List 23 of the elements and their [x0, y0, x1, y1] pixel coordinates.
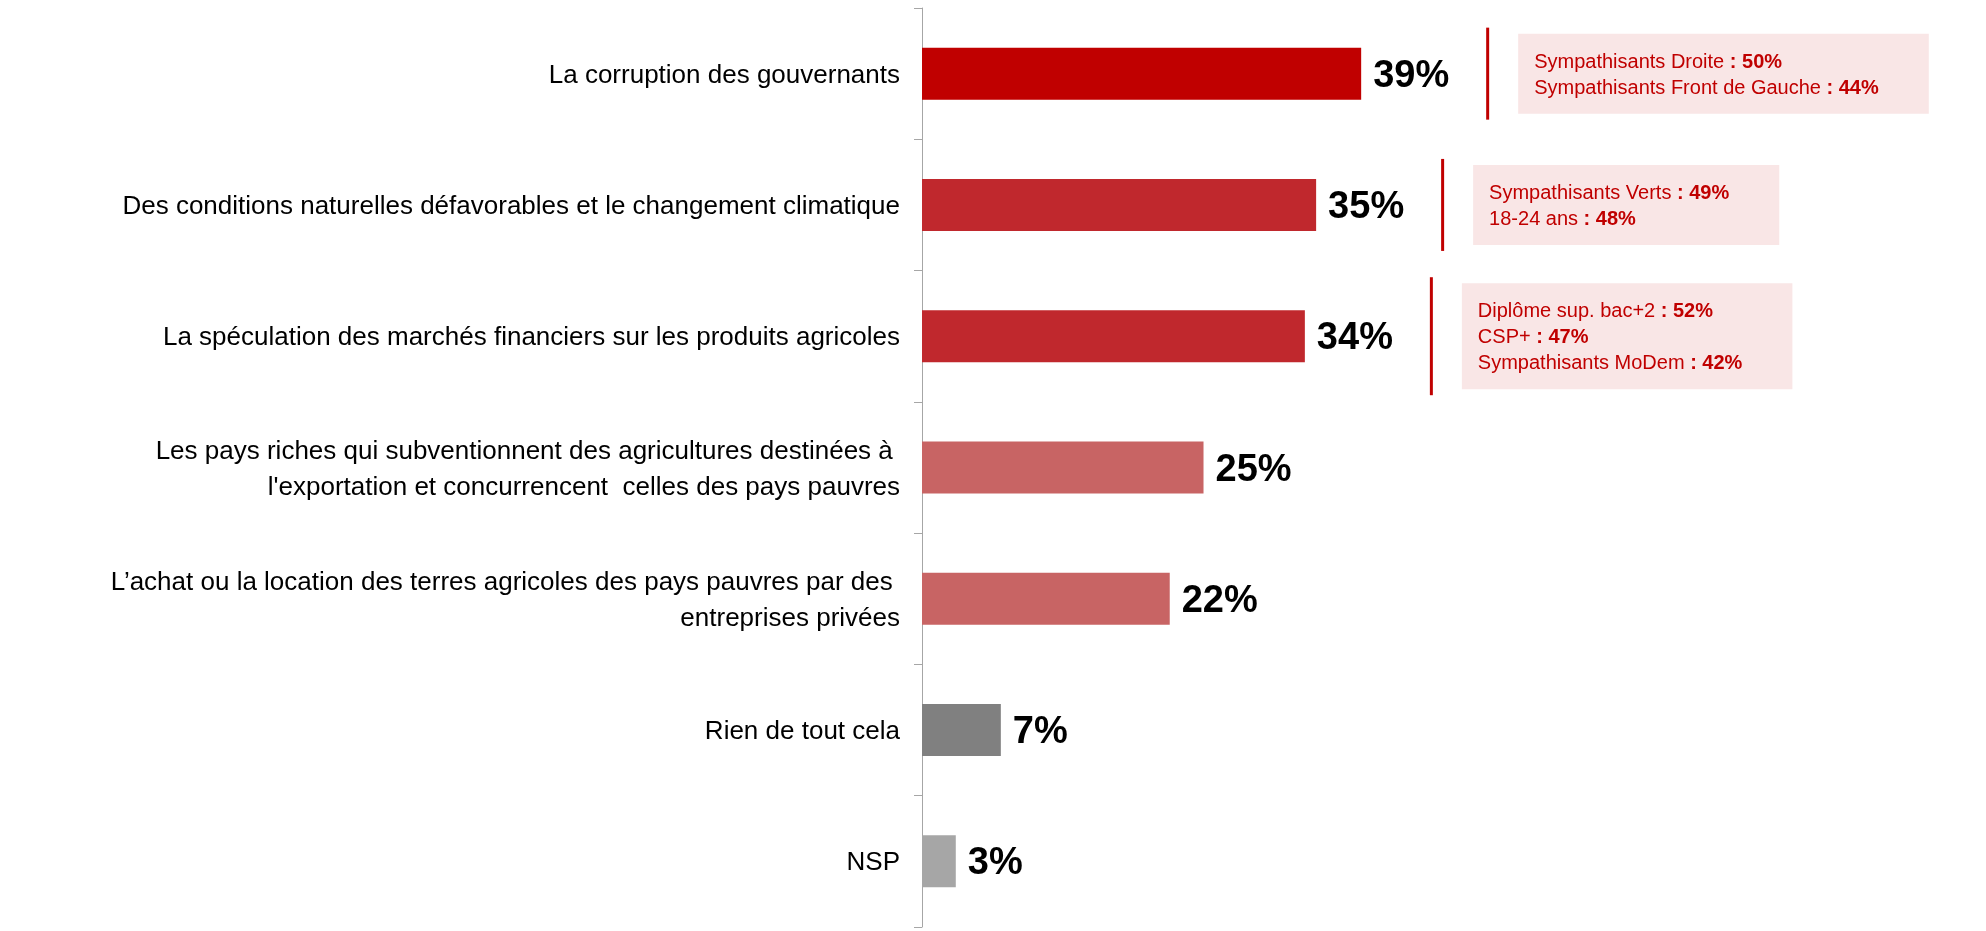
- data-label: 22%: [1181, 577, 1258, 620]
- data-label: 25%: [1215, 446, 1292, 489]
- y-tick-label: Rien de tout cela: [704, 715, 901, 746]
- y-tick-label: La spéculation des marchés financiers sur les produits agricoles: [162, 321, 900, 352]
- data-label: 3%: [967, 840, 1023, 883]
- data-label: 39%: [1373, 52, 1450, 95]
- data-label: 35%: [1328, 183, 1405, 226]
- text: Sympathisants Droite : 50% Sympathisants Front de Gauche : 44%: [1534, 49, 1879, 98]
- bar: [922, 704, 1001, 757]
- text: Diplôme sup. bac+2 : 52% CSP+ : 47% Sympathisants MoDem : 42%: [1477, 299, 1743, 374]
- text: Sympathisants Verts : 49% 18-24 ans : 48%: [1489, 180, 1730, 229]
- y-tick-label: Des conditions naturelles défavorables et le changement climatique: [122, 189, 900, 220]
- y-tick-label: Les pays riches qui subventionnent des agricultures destinées à l'exportation et concurrencent celles des pays pauvres: [155, 434, 900, 501]
- y-tick-label: La corruption des gouvernants: [548, 58, 900, 89]
- bar: [922, 310, 1305, 363]
- data-label: 34%: [1316, 315, 1393, 358]
- y-tick-label: NSP: [846, 846, 900, 877]
- bar: [922, 47, 1362, 100]
- data-label: 7%: [1012, 709, 1068, 752]
- y-tick-label: L’achat ou la location des terres agricoles des pays pauvres par des entreprises privées: [110, 565, 900, 632]
- bar: [922, 441, 1204, 494]
- bar: [922, 178, 1317, 231]
- bar: [922, 572, 1170, 625]
